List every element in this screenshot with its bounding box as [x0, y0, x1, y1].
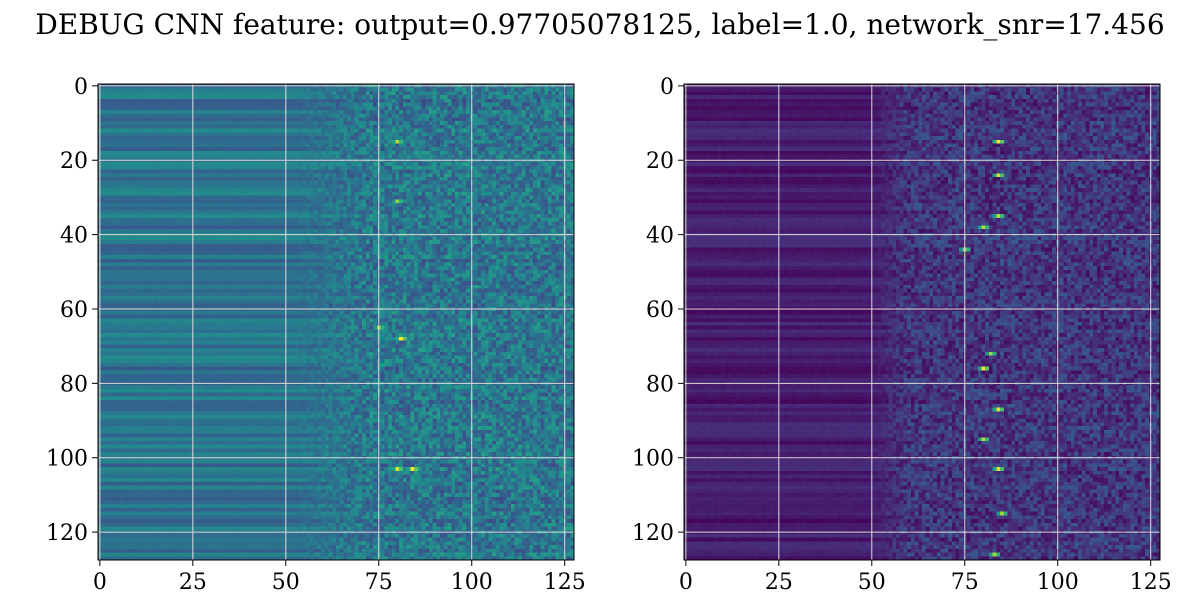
x-tick-label: 125: [1130, 570, 1172, 595]
heatmap-image: [684, 84, 1160, 560]
x-tick-label: 50: [858, 570, 886, 595]
axes-frame: [683, 83, 1161, 561]
y-tick-label: 40: [60, 224, 88, 249]
x-tick-label: 75: [951, 570, 979, 595]
x-tick-label: 50: [272, 570, 300, 595]
x-tick-label: 25: [179, 570, 207, 595]
heatmap-panel-left: 0 25 50 75 100 125 0 20 40 60 80 100 120: [46, 75, 586, 595]
y-tick-label: 100: [632, 447, 674, 472]
x-tick-label: 125: [544, 570, 586, 595]
y-tick-label: 20: [60, 149, 88, 174]
figure-title: DEBUG CNN feature: output=0.97705078125,…: [35, 8, 1164, 41]
y-tick-label: 80: [60, 372, 88, 397]
y-tick-label: 0: [74, 75, 88, 100]
x-tick-label: 100: [451, 570, 493, 595]
x-tick-label: 100: [1037, 570, 1079, 595]
y-tick-label: 100: [46, 447, 88, 472]
x-tick-label: 25: [765, 570, 793, 595]
y-tick-label: 80: [646, 372, 674, 397]
y-tick-label: 120: [632, 521, 674, 546]
x-tick-label: 75: [365, 570, 393, 595]
y-tick-label: 0: [660, 75, 674, 100]
axes-frame: [97, 83, 575, 561]
y-tick-label: 20: [646, 149, 674, 174]
y-tick-label: 120: [46, 521, 88, 546]
y-tick-label: 60: [646, 298, 674, 323]
x-tick-label: 0: [93, 570, 107, 595]
x-tick-label: 0: [679, 570, 693, 595]
y-tick-label: 40: [646, 224, 674, 249]
heatmap-panel-right: 0 25 50 75 100 125 0 20 40 60 80 100 120: [632, 75, 1172, 595]
heatmap-image: [98, 84, 574, 560]
y-tick-label: 60: [60, 298, 88, 323]
